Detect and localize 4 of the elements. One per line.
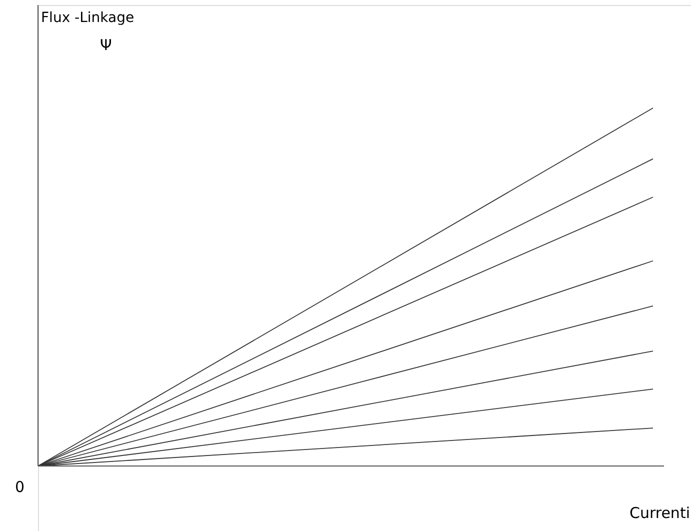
text: 0 <box>15 478 25 496</box>
text: Ψ <box>100 36 112 54</box>
text: Flux -Linkage <box>41 10 134 26</box>
x-axis-title: Currenti <box>629 504 690 522</box>
